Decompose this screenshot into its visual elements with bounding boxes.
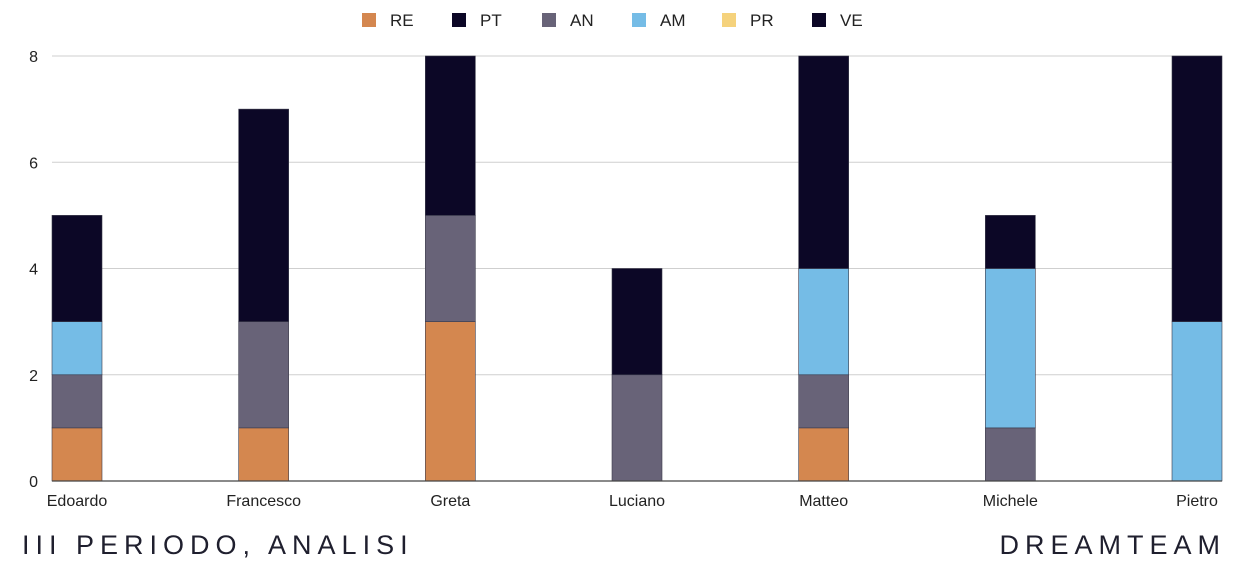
bar-segment-an-michele [985, 427, 1036, 482]
y-tick-label: 0 [29, 474, 38, 491]
y-tick-label: 4 [29, 262, 38, 279]
footer-title: III PERIODO, ANALISI [22, 530, 414, 560]
legend-item-ve: VE [812, 11, 863, 30]
bar-segment-an-matteo [798, 374, 849, 429]
axes: 0 2 4 6 8 Edoardo Francesco Greta Luciano Matteo M… [29, 49, 1222, 510]
legend-label: VE [840, 11, 863, 30]
bar-segment-an-greta [425, 215, 476, 322]
legend-label: PR [750, 11, 774, 30]
x-tick-label: Francesco [226, 493, 301, 510]
legend-item-pt: PT [452, 11, 502, 30]
x-tick-label: Edoardo [47, 493, 108, 510]
bar-segment-ve-edoardo [51, 215, 103, 322]
y-tick-label: 8 [29, 49, 38, 66]
legend-item-pr: PR [722, 11, 774, 30]
bar-segment-ve-pietro [1171, 55, 1223, 322]
x-tick-label: Matteo [799, 493, 848, 510]
bar-segment-ve-greta [425, 55, 476, 216]
bar-segment-ve-francesco [238, 108, 289, 322]
bar-segment-ve-luciano [611, 268, 663, 376]
bar-segment-am-pietro [1171, 321, 1223, 482]
bars [51, 55, 1223, 482]
x-tick-label: Pietro [1176, 493, 1218, 510]
bar-segment-an-luciano [611, 374, 663, 482]
bar-segment-an-edoardo [51, 374, 103, 429]
bar-segment-an-francesco [238, 321, 289, 429]
legend-item-re: RE [362, 11, 414, 30]
bar-segment-am-edoardo [51, 321, 103, 376]
bar-segment-ve-matteo [798, 55, 849, 269]
legend-swatch [542, 13, 556, 27]
x-tick-label: Michele [983, 493, 1038, 510]
legend-swatch [362, 13, 376, 27]
bar-segment-re-greta [425, 321, 476, 482]
legend-label: AM [660, 11, 686, 30]
bar-segment-re-matteo [798, 427, 849, 482]
legend-item-an: AN [542, 11, 594, 30]
legend-label: RE [390, 11, 414, 30]
chart-canvas: 0 2 4 6 8 Edoardo Francesco Greta Luciano Matteo M… [29, 11, 1223, 510]
bar-segment-re-edoardo [51, 427, 103, 482]
y-tick-label: 6 [29, 155, 38, 172]
bar-segment-am-michele [985, 268, 1036, 429]
footer-brand: DREAMTEAM [999, 530, 1226, 560]
legend-label: PT [480, 11, 502, 30]
legend: RE PT AN AM PR VE [362, 11, 863, 30]
legend-swatch [722, 13, 736, 27]
bar-segment-am-matteo [798, 268, 849, 376]
y-tick-label: 2 [29, 368, 38, 385]
legend-item-am: AM [632, 11, 686, 30]
legend-swatch [812, 13, 826, 27]
x-tick-label: Greta [430, 493, 470, 510]
x-tick-label: Luciano [609, 493, 665, 510]
legend-label: AN [570, 11, 594, 30]
legend-swatch [452, 13, 466, 27]
bar-segment-ve-michele [985, 215, 1036, 269]
legend-swatch [632, 13, 646, 27]
bar-segment-re-francesco [238, 427, 289, 482]
